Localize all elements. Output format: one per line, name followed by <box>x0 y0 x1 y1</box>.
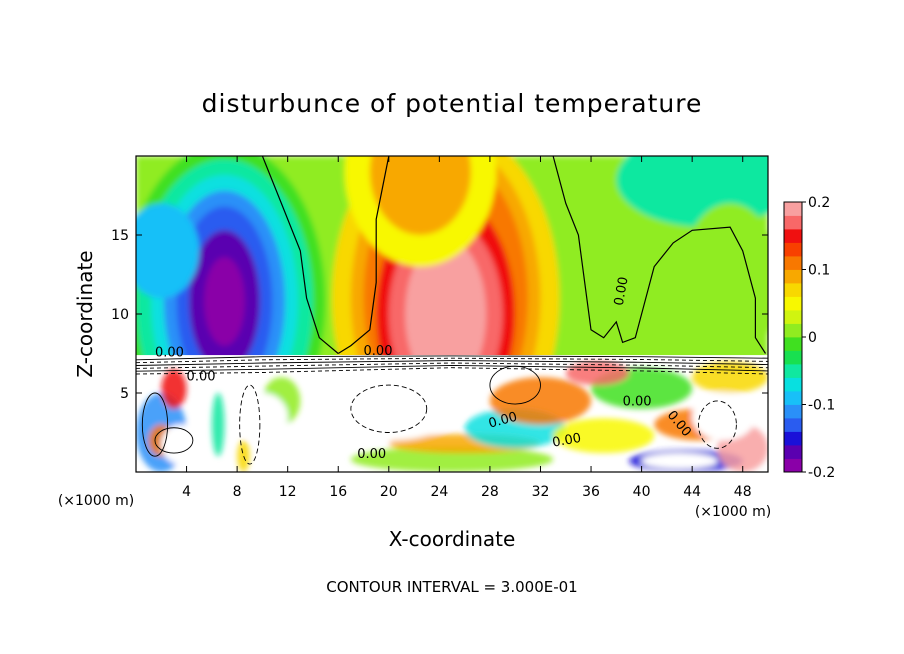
x-axis: 4 8 12 16 20 24 28 32 36 40 44 48 <box>182 156 752 500</box>
inversion-contour-4 <box>136 364 768 372</box>
colorbar-tick-label: -0.1 <box>808 398 835 414</box>
contour-interval-note: CONTOUR INTERVAL = 3.000E-01 <box>326 578 577 596</box>
streak-7 <box>553 418 655 454</box>
colorbar-swatch <box>784 445 802 459</box>
colorbar-swatch <box>784 296 802 311</box>
contour-labels: 0.000.000.000.000.000.000.000.000.00 <box>155 276 694 462</box>
colorbar-swatch <box>784 323 802 338</box>
colorbar-swatch <box>784 377 802 392</box>
colorbar-swatch <box>784 256 802 270</box>
contour-line-center <box>337 156 390 355</box>
colorbar-tick-label: 0 <box>808 330 817 346</box>
zero-contours <box>136 156 768 465</box>
eddy-contour-2 <box>154 427 194 454</box>
colorbar-swatch <box>784 431 802 446</box>
x-tick-label: 16 <box>329 484 347 500</box>
colorbar-swatch <box>784 283 802 297</box>
upper-warm-1 <box>369 156 471 235</box>
colorbar-swatch <box>784 202 802 216</box>
contour-line-left <box>261 156 339 354</box>
colorbar-swatch <box>784 350 802 365</box>
contour-label: 0.00 <box>623 395 652 410</box>
contour-label: 0.00 <box>487 410 519 432</box>
calm-zone-2 <box>161 424 200 465</box>
contour-line-right <box>552 156 767 354</box>
colorbar-swatch <box>784 269 802 284</box>
y-axis: 5 10 15 <box>111 228 768 402</box>
eddy-contour-1 <box>239 384 261 465</box>
neutral-right <box>679 203 768 362</box>
warm-anomaly-6 <box>416 253 475 375</box>
colorbar-swatch <box>784 404 802 419</box>
y-axis-label: Z-coordinate <box>73 250 97 377</box>
x-tick-label: 48 <box>734 484 752 500</box>
x-tick-label: 32 <box>532 484 550 500</box>
y-tick-label: 10 <box>111 307 129 323</box>
calm-zone-4 <box>692 393 756 441</box>
contour-label: 0.00 <box>612 276 632 307</box>
streak-14 <box>161 369 187 409</box>
colorbar-swatch <box>784 229 802 243</box>
inversion-contour-2 <box>136 360 768 366</box>
streak-2 <box>237 440 250 472</box>
eddy-contour-0 <box>141 392 169 457</box>
colorbar-swatch <box>784 458 802 473</box>
streak-13 <box>211 393 225 457</box>
inversion-contour-5 <box>136 367 768 375</box>
colorbar-tick-label: 0.2 <box>808 195 830 211</box>
colorbar-tick-label: -0.2 <box>808 465 835 481</box>
x-unit-right: (×1000 m) <box>695 504 771 520</box>
eddy-contour-3 <box>698 400 737 449</box>
x-tick-label: 24 <box>430 484 448 500</box>
eddy-contour-5 <box>350 384 428 433</box>
streak-3 <box>350 446 554 472</box>
colorbar-swatch <box>784 337 802 351</box>
x-tick-label: 44 <box>683 484 701 500</box>
cold-pocket-left <box>136 203 200 299</box>
contour-label: 0.00 <box>357 447 386 462</box>
contour-label: 0.00 <box>155 346 184 361</box>
contour-label: 0.00 <box>551 431 582 451</box>
colorbar-swatch <box>784 364 802 378</box>
x-tick-label: 20 <box>380 484 398 500</box>
inversion-contour-0 <box>136 355 768 361</box>
x-unit-left: (×1000 m) <box>58 493 134 509</box>
chart-title: disturbunce of potential temperature <box>202 89 703 118</box>
x-tick-label: 40 <box>633 484 651 500</box>
cold-anomaly-6 <box>204 257 245 346</box>
x-tick-label: 28 <box>481 484 499 500</box>
x-tick-label: 8 <box>233 484 242 500</box>
inversion-contour-1 <box>136 357 768 364</box>
streak-6 <box>489 377 592 425</box>
x-tick-label: 4 <box>182 484 191 500</box>
calm-zone-3 <box>641 453 718 469</box>
calm-zone-1 <box>312 369 465 441</box>
colorbar-swatch <box>784 418 802 432</box>
contour-label: 0.00 <box>364 344 393 359</box>
cold-pocket-right <box>616 156 768 228</box>
x-tick-label: 36 <box>582 484 600 500</box>
colorbar: 0.2 0.1 0 -0.1 -0.2 <box>783 195 835 481</box>
y-tick-label: 15 <box>111 228 129 244</box>
calm-zone-0 <box>237 393 288 441</box>
inversion-contour-3 <box>136 362 768 369</box>
colorbar-swatch <box>784 391 802 405</box>
colorbar-tick-label: 0.1 <box>808 263 830 279</box>
eddy-contour-4 <box>489 365 541 405</box>
x-tick-label: 12 <box>279 484 297 500</box>
colorbar-swatch <box>784 242 802 257</box>
y-tick-label: 5 <box>120 386 129 402</box>
contour-label: 0.00 <box>187 369 216 384</box>
colorbar-swatch <box>784 215 802 230</box>
colorbar-swatch <box>784 310 802 324</box>
plot-area: 0.000.000.000.000.000.000.000.000.00 <box>136 156 768 472</box>
x-axis-label: X-coordinate <box>389 527 516 551</box>
